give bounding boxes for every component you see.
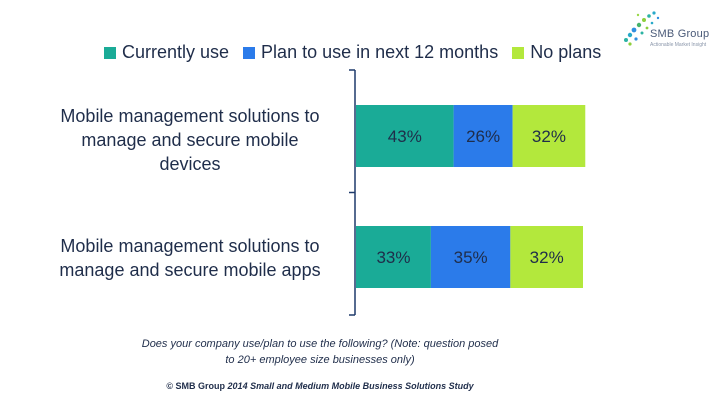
legend-item-plan-to-use: Plan to use in next 12 months <box>243 42 498 63</box>
legend-label: Plan to use in next 12 months <box>261 42 499 62</box>
legend-swatch <box>104 46 116 59</box>
legend-item-no-plans: No plans <box>512 42 601 63</box>
category-label-devices: Mobile management solutions to manage an… <box>40 104 340 176</box>
bar-segment <box>356 105 454 167</box>
legend-item-currently-use: Currently use <box>104 42 229 63</box>
logo-tagline: Actionable Market Insight <box>650 42 707 48</box>
legend-swatch <box>243 46 256 59</box>
bar-segment <box>512 105 586 167</box>
logo-text: SMB Group <box>650 28 710 40</box>
bar-data-label: 26% <box>466 127 500 146</box>
category-label-apps: Mobile management solutions to manage an… <box>40 234 340 282</box>
bar-data-label: 32% <box>530 248 564 267</box>
footnote-line: to 20+ employee size businesses only) <box>225 354 415 366</box>
legend-label: Currently use <box>122 42 230 62</box>
bar-data-label: 32% <box>532 127 566 146</box>
legend-swatch <box>512 46 525 59</box>
copyright-study-title: 2014 Small and Medium Mobile Business So… <box>227 381 474 391</box>
footnote-line: Does your company use/plan to use the fo… <box>141 338 499 350</box>
copyright-prefix: © SMB Group <box>166 381 226 391</box>
bar-data-label: 43% <box>388 127 422 146</box>
copyright-line: © SMB Group 2014 Small and Medium Mobile… <box>130 381 510 391</box>
smb-group-logo <box>624 11 660 46</box>
chart-legend: Currently use Plan to use in next 12 mon… <box>104 42 615 63</box>
category-label-line: Mobile management solutions to <box>60 236 320 256</box>
survey-question-footnote: Does your company use/plan to use the fo… <box>120 336 520 368</box>
bar-segment <box>430 226 511 288</box>
legend-label: No plans <box>530 42 602 62</box>
category-label-line: manage and secure mobile apps <box>59 260 321 280</box>
bar-data-label: 35% <box>454 248 488 267</box>
category-label-line: manage and secure mobile <box>81 130 299 150</box>
bar-data-label: 33% <box>376 248 410 267</box>
logo-dots-icon <box>624 11 660 46</box>
bar-segment <box>356 226 431 288</box>
bar-segment <box>453 105 513 167</box>
bar-segment <box>510 226 583 288</box>
category-label-line: devices <box>159 154 221 174</box>
category-label-line: Mobile management solutions to <box>60 106 320 126</box>
